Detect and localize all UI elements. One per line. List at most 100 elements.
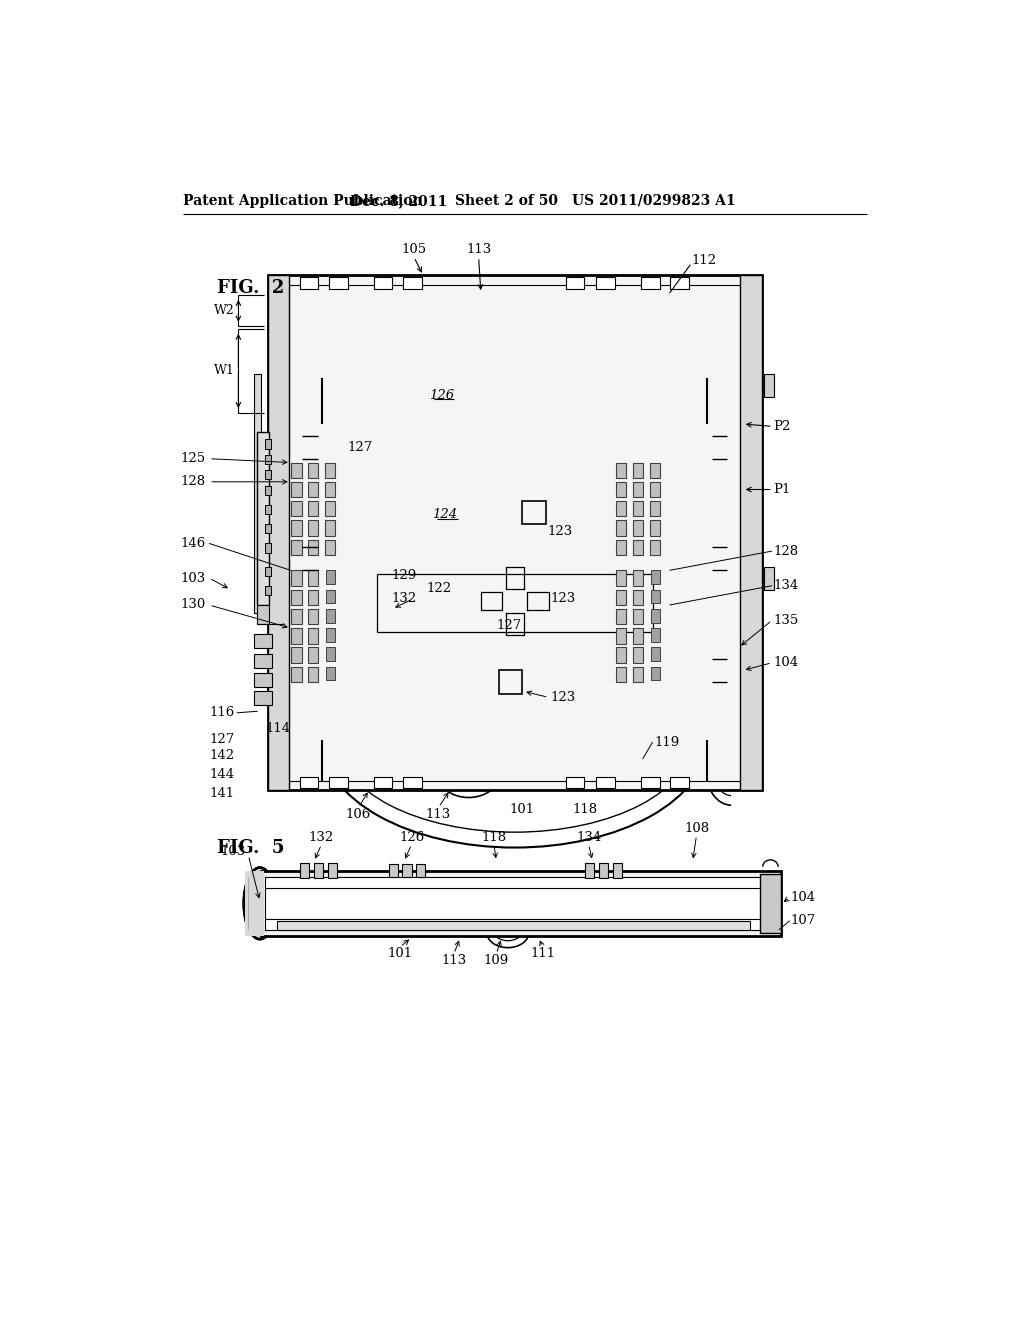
Bar [300,863,309,878]
Bar [633,647,643,663]
Text: 146: 146 [181,537,206,550]
Bar [254,673,272,686]
Bar [264,544,270,553]
Text: 123: 123 [548,525,573,539]
Text: 123: 123 [550,690,575,704]
Text: 106: 106 [346,808,371,821]
Bar [328,863,337,878]
Bar [291,609,301,624]
Bar [633,540,643,554]
Bar [326,667,336,681]
Bar [649,540,660,554]
Bar [641,776,659,788]
Bar [615,502,627,516]
Bar [291,628,301,644]
Text: 125: 125 [181,453,206,465]
Bar [764,374,774,397]
Text: FIG.  2: FIG. 2 [217,279,285,297]
Bar [615,647,627,663]
Bar [326,647,336,661]
Bar [264,455,270,465]
Bar [307,520,318,536]
Bar [416,865,425,876]
Bar [330,277,348,289]
Text: 108: 108 [684,822,709,834]
Text: 104: 104 [791,891,815,904]
Bar [291,570,301,586]
Text: 104: 104 [773,656,799,669]
Bar [325,502,336,516]
Bar [276,921,751,929]
Bar [615,667,627,682]
Bar [615,540,627,554]
Text: 116: 116 [209,706,234,719]
Bar [300,277,318,289]
Text: 114: 114 [265,722,291,735]
Bar [325,462,336,478]
Text: 126: 126 [399,832,424,843]
Bar [313,863,323,878]
Text: 107: 107 [791,915,816,927]
Bar [615,482,627,498]
Bar [585,863,594,878]
Bar [651,570,660,585]
Text: 128: 128 [773,545,799,557]
Bar [402,865,412,876]
Bar [330,776,348,788]
Bar [264,566,270,576]
Bar [596,776,614,788]
Bar [264,506,270,515]
Ellipse shape [403,616,627,747]
Bar [254,635,272,648]
Text: 122: 122 [426,582,452,594]
Ellipse shape [403,447,627,578]
Bar [651,590,660,603]
Bar [633,462,643,478]
Bar [307,590,318,605]
Text: 118: 118 [481,832,507,843]
Text: 103: 103 [181,572,206,585]
Text: 132: 132 [391,593,417,606]
Bar [651,609,660,623]
Circle shape [509,595,520,607]
Polygon shape [506,614,524,635]
Bar [615,462,627,478]
Bar [633,570,643,586]
Bar [307,609,318,624]
Bar [633,609,643,624]
Text: 113: 113 [426,808,452,821]
Bar [633,520,643,536]
Bar [264,486,270,495]
Bar [264,470,270,479]
Bar [267,276,289,789]
Polygon shape [527,591,549,610]
Text: 130: 130 [181,598,206,611]
Bar [374,776,392,788]
Polygon shape [481,591,503,610]
Text: 111: 111 [530,946,555,960]
Circle shape [544,750,578,784]
Bar [633,667,643,682]
Text: 112: 112 [691,253,716,267]
Text: 101: 101 [509,803,535,816]
Bar [651,647,660,661]
Text: 126: 126 [429,389,455,403]
Bar [325,540,336,554]
Bar [633,482,643,498]
Ellipse shape [244,867,276,940]
Bar [633,628,643,644]
Text: 113: 113 [466,243,492,256]
Bar [326,590,336,603]
Bar [291,502,301,516]
Bar [265,876,777,929]
Text: 123: 123 [550,593,575,606]
Bar [374,277,392,289]
Text: 134: 134 [773,579,799,593]
Bar [612,863,622,878]
Bar [565,277,584,289]
Bar [267,276,762,789]
Bar [264,440,270,449]
Circle shape [469,554,561,647]
Bar [291,647,301,663]
Bar [254,655,272,668]
